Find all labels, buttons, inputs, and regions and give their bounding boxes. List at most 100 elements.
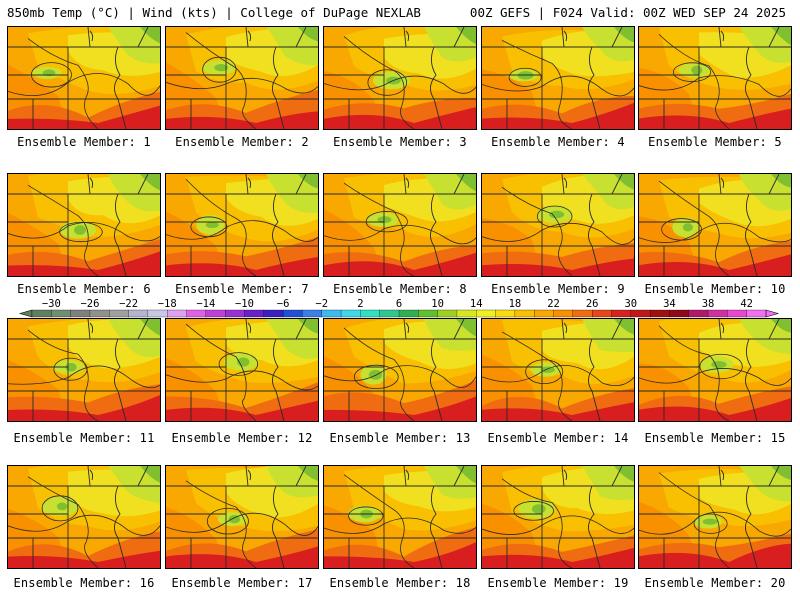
state-border [403, 466, 407, 487]
state-border [245, 466, 249, 487]
state-border [403, 27, 407, 48]
run-valid-time: 00Z GEFS | F024 Valid: 00Z WED SEP 24 20… [469, 5, 786, 20]
ensemble-member-map-17 [165, 465, 319, 569]
ensemble-member-map-7 [165, 173, 319, 277]
hottest-region [482, 102, 634, 129]
isotherm-contour [501, 186, 573, 276]
colorbar-bin [746, 309, 767, 318]
cooler-region [266, 466, 318, 498]
ensemble-member-map-12 [165, 318, 319, 422]
coolest-region [771, 174, 791, 188]
state-border [403, 319, 407, 340]
ensemble-member-map-9 [481, 173, 635, 277]
state-border [611, 319, 623, 340]
cooler-region [582, 174, 634, 210]
state-border [275, 390, 285, 421]
isotherm-contour [365, 211, 408, 233]
cooler-region [108, 466, 160, 504]
colorbar-bin [456, 309, 477, 318]
ensemble-member-label: Ensemble Member: 20 [644, 576, 786, 590]
cooler-region [108, 174, 160, 212]
colorbar-tick-label: 42 [740, 298, 753, 310]
ensemble-member-label: Ensemble Member: 3 [333, 135, 467, 149]
ensemble-member-map-3 [323, 26, 477, 130]
state-border [561, 466, 565, 487]
hottest-region [482, 547, 634, 568]
temperature-field-map [482, 174, 634, 276]
temperature-field-map [324, 27, 476, 129]
state-border [275, 245, 285, 276]
cooler-region [424, 466, 476, 499]
coolest-region [140, 27, 160, 44]
hottest-region [324, 396, 476, 421]
ensemble-member-map-15 [638, 318, 792, 422]
state-border [405, 30, 410, 42]
state-border [588, 338, 595, 392]
isotherm-contour [639, 511, 791, 537]
colorbar-bin [495, 309, 516, 318]
hottest-region [166, 546, 318, 568]
ensemble-member-map-6 [7, 173, 161, 277]
ensemble-member-map-4 [481, 26, 635, 130]
ensemble-member-label: Ensemble Member: 13 [329, 431, 471, 445]
cooler-region [739, 319, 791, 355]
colorbar-bin [31, 309, 52, 318]
hottest-region [324, 252, 476, 276]
cool-pocket-core [540, 366, 555, 373]
isotherm-contour [185, 323, 257, 421]
coolest-region [456, 319, 476, 337]
colorbar-bin [302, 309, 323, 318]
coolest-region [614, 174, 634, 190]
colorbar-bin [727, 309, 748, 318]
coolest-region [298, 319, 318, 334]
state-border [430, 338, 437, 392]
colorbar-bin [707, 309, 728, 318]
ensemble-member-map-1 [7, 26, 161, 130]
state-border [87, 319, 91, 340]
colorbar-bin [379, 309, 400, 318]
state-border [720, 469, 725, 481]
isotherm-contour [53, 357, 88, 381]
ensemble-member-label: Ensemble Member: 12 [171, 431, 313, 445]
isotherm-contour [27, 329, 99, 421]
colorbar-tick-label: −22 [119, 298, 138, 310]
temperature-field-map [324, 174, 476, 276]
cooler-region [266, 174, 318, 213]
colorbar-bin [553, 309, 574, 318]
hottest-region [166, 257, 318, 276]
colorbar-bin [282, 309, 303, 318]
coolest-region [771, 466, 791, 480]
state-border [137, 27, 149, 48]
state-border [561, 27, 565, 48]
ensemble-member-label: Ensemble Member: 14 [487, 431, 629, 445]
isotherm-contour [30, 62, 72, 88]
hottest-region [8, 395, 160, 421]
colorbar-bin [649, 309, 670, 318]
cool-pocket-core [74, 225, 87, 235]
cooler-region [739, 27, 791, 63]
colorbar-tick-label: 2 [357, 298, 363, 310]
state-border [117, 537, 127, 568]
temperature-field-map [639, 174, 791, 276]
temperature-field-map [8, 27, 160, 129]
isotherm-contour [658, 472, 730, 568]
hottest-region [639, 543, 791, 568]
colorbar-tick-label: −18 [158, 298, 177, 310]
state-border [117, 98, 127, 129]
colorbar-bin [321, 309, 342, 318]
isotherm-contour [693, 513, 728, 534]
cooler-region [739, 174, 791, 211]
isotherm-contour [482, 515, 634, 535]
colorbar-bin [109, 309, 130, 318]
cool-pocket-core [702, 518, 718, 525]
colorbar-tick-label: 30 [624, 298, 637, 310]
cool-pocket-core [368, 369, 383, 380]
cooler-region [582, 466, 634, 500]
hottest-region [482, 402, 634, 421]
cool-pocket-core [531, 504, 546, 514]
isotherm-contour [699, 353, 743, 380]
cooler-region [108, 319, 160, 358]
state-border [247, 177, 252, 189]
state-border [453, 27, 465, 48]
